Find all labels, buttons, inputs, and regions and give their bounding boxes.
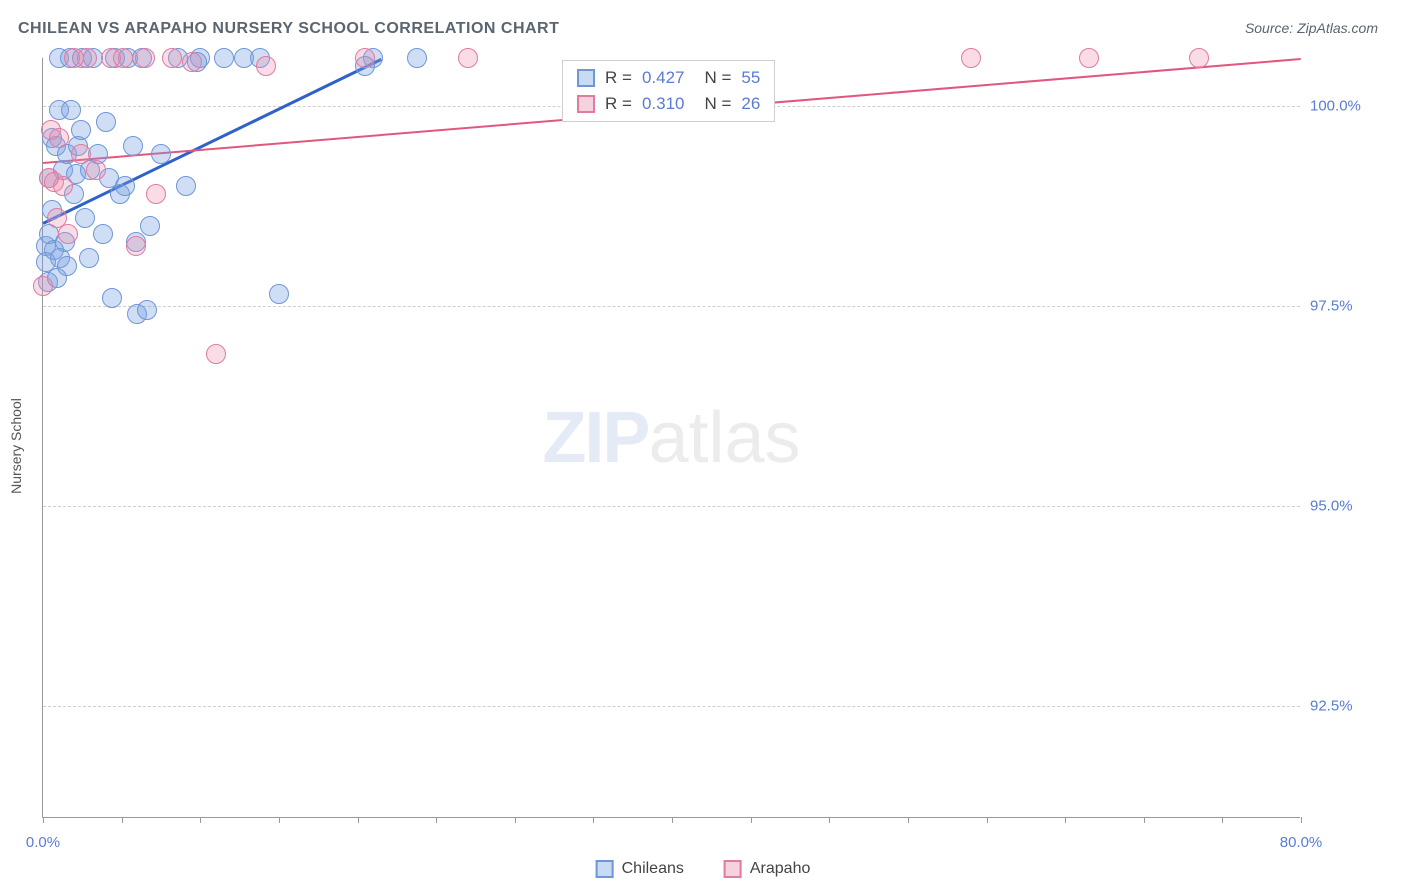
stats-r-label: R = [605,68,632,88]
data-point [269,284,289,304]
data-point [93,224,113,244]
data-point [115,176,135,196]
data-point [961,48,981,68]
data-point [137,300,157,320]
data-point [126,236,146,256]
source-label: Source: ZipAtlas.com [1245,20,1378,36]
x-tick-mark [593,817,594,823]
data-point [102,288,122,308]
stats-r-label: R = [605,94,632,114]
data-point [61,100,81,120]
stats-r-value: 0.427 [642,68,685,88]
x-tick-mark [122,817,123,823]
x-tick-mark [1144,817,1145,823]
data-point [33,276,53,296]
gridline [43,306,1300,307]
stats-row: R = 0.310 N = 26 [563,91,774,117]
series-swatch [577,69,595,87]
x-tick-label: 0.0% [26,834,60,851]
y-tick-label: 100.0% [1310,98,1390,115]
stats-n-label: N = [704,68,731,88]
trendline [42,58,381,225]
data-point [355,48,375,68]
data-point [96,112,116,132]
data-point [206,344,226,364]
x-tick-mark [829,817,830,823]
y-tick-label: 95.0% [1310,498,1390,515]
stats-n-label: N = [704,94,731,114]
watermark: ZIPatlas [542,397,800,479]
stats-row: R = 0.427 N = 55 [563,65,774,91]
x-tick-mark [751,817,752,823]
data-point [151,144,171,164]
data-point [53,176,73,196]
data-point [77,48,97,68]
scatter-plot: ZIPatlas 100.0%97.5%95.0%92.5%0.0%80.0% [42,58,1300,818]
y-axis-label: Nursery School [8,398,24,494]
legend-item: Arapaho [724,860,811,878]
data-point [256,56,276,76]
data-point [162,48,182,68]
legend-swatch [596,860,614,878]
stats-n-value: 26 [741,94,760,114]
x-tick-mark [1065,817,1066,823]
legend-item: Chileans [596,860,684,878]
data-point [135,48,155,68]
data-point [1189,48,1209,68]
x-tick-mark [515,817,516,823]
y-tick-label: 97.5% [1310,298,1390,315]
legend-swatch [724,860,742,878]
data-point [71,144,91,164]
series-swatch [577,95,595,113]
data-point [49,128,69,148]
data-point [86,160,106,180]
data-point [214,48,234,68]
x-tick-mark [1222,817,1223,823]
gridline [43,706,1300,707]
data-point [58,224,78,244]
data-point [71,120,91,140]
data-point [458,48,478,68]
data-point [123,136,143,156]
data-point [57,256,77,276]
stats-n-value: 55 [741,68,760,88]
data-point [75,208,95,228]
x-tick-label: 80.0% [1280,834,1323,851]
data-point [1079,48,1099,68]
x-tick-mark [43,817,44,823]
x-tick-mark [358,817,359,823]
x-tick-mark [672,817,673,823]
y-tick-label: 92.5% [1310,698,1390,715]
x-tick-mark [200,817,201,823]
legend-label: Arapaho [750,860,811,878]
data-point [140,216,160,236]
data-point [79,248,99,268]
x-tick-mark [436,817,437,823]
stats-box: R = 0.427 N = 55 R = 0.310 N = 26 [562,60,775,122]
chart-title: CHILEAN VS ARAPAHO NURSERY SCHOOL CORREL… [18,20,559,38]
data-point [176,176,196,196]
gridline [43,506,1300,507]
legend: Chileans Arapaho [596,860,811,878]
data-point [113,48,133,68]
x-tick-mark [908,817,909,823]
x-tick-mark [987,817,988,823]
x-tick-mark [279,817,280,823]
data-point [146,184,166,204]
stats-r-value: 0.310 [642,94,685,114]
legend-label: Chileans [622,860,684,878]
data-point [407,48,427,68]
data-point [182,52,202,72]
x-tick-mark [1301,817,1302,823]
